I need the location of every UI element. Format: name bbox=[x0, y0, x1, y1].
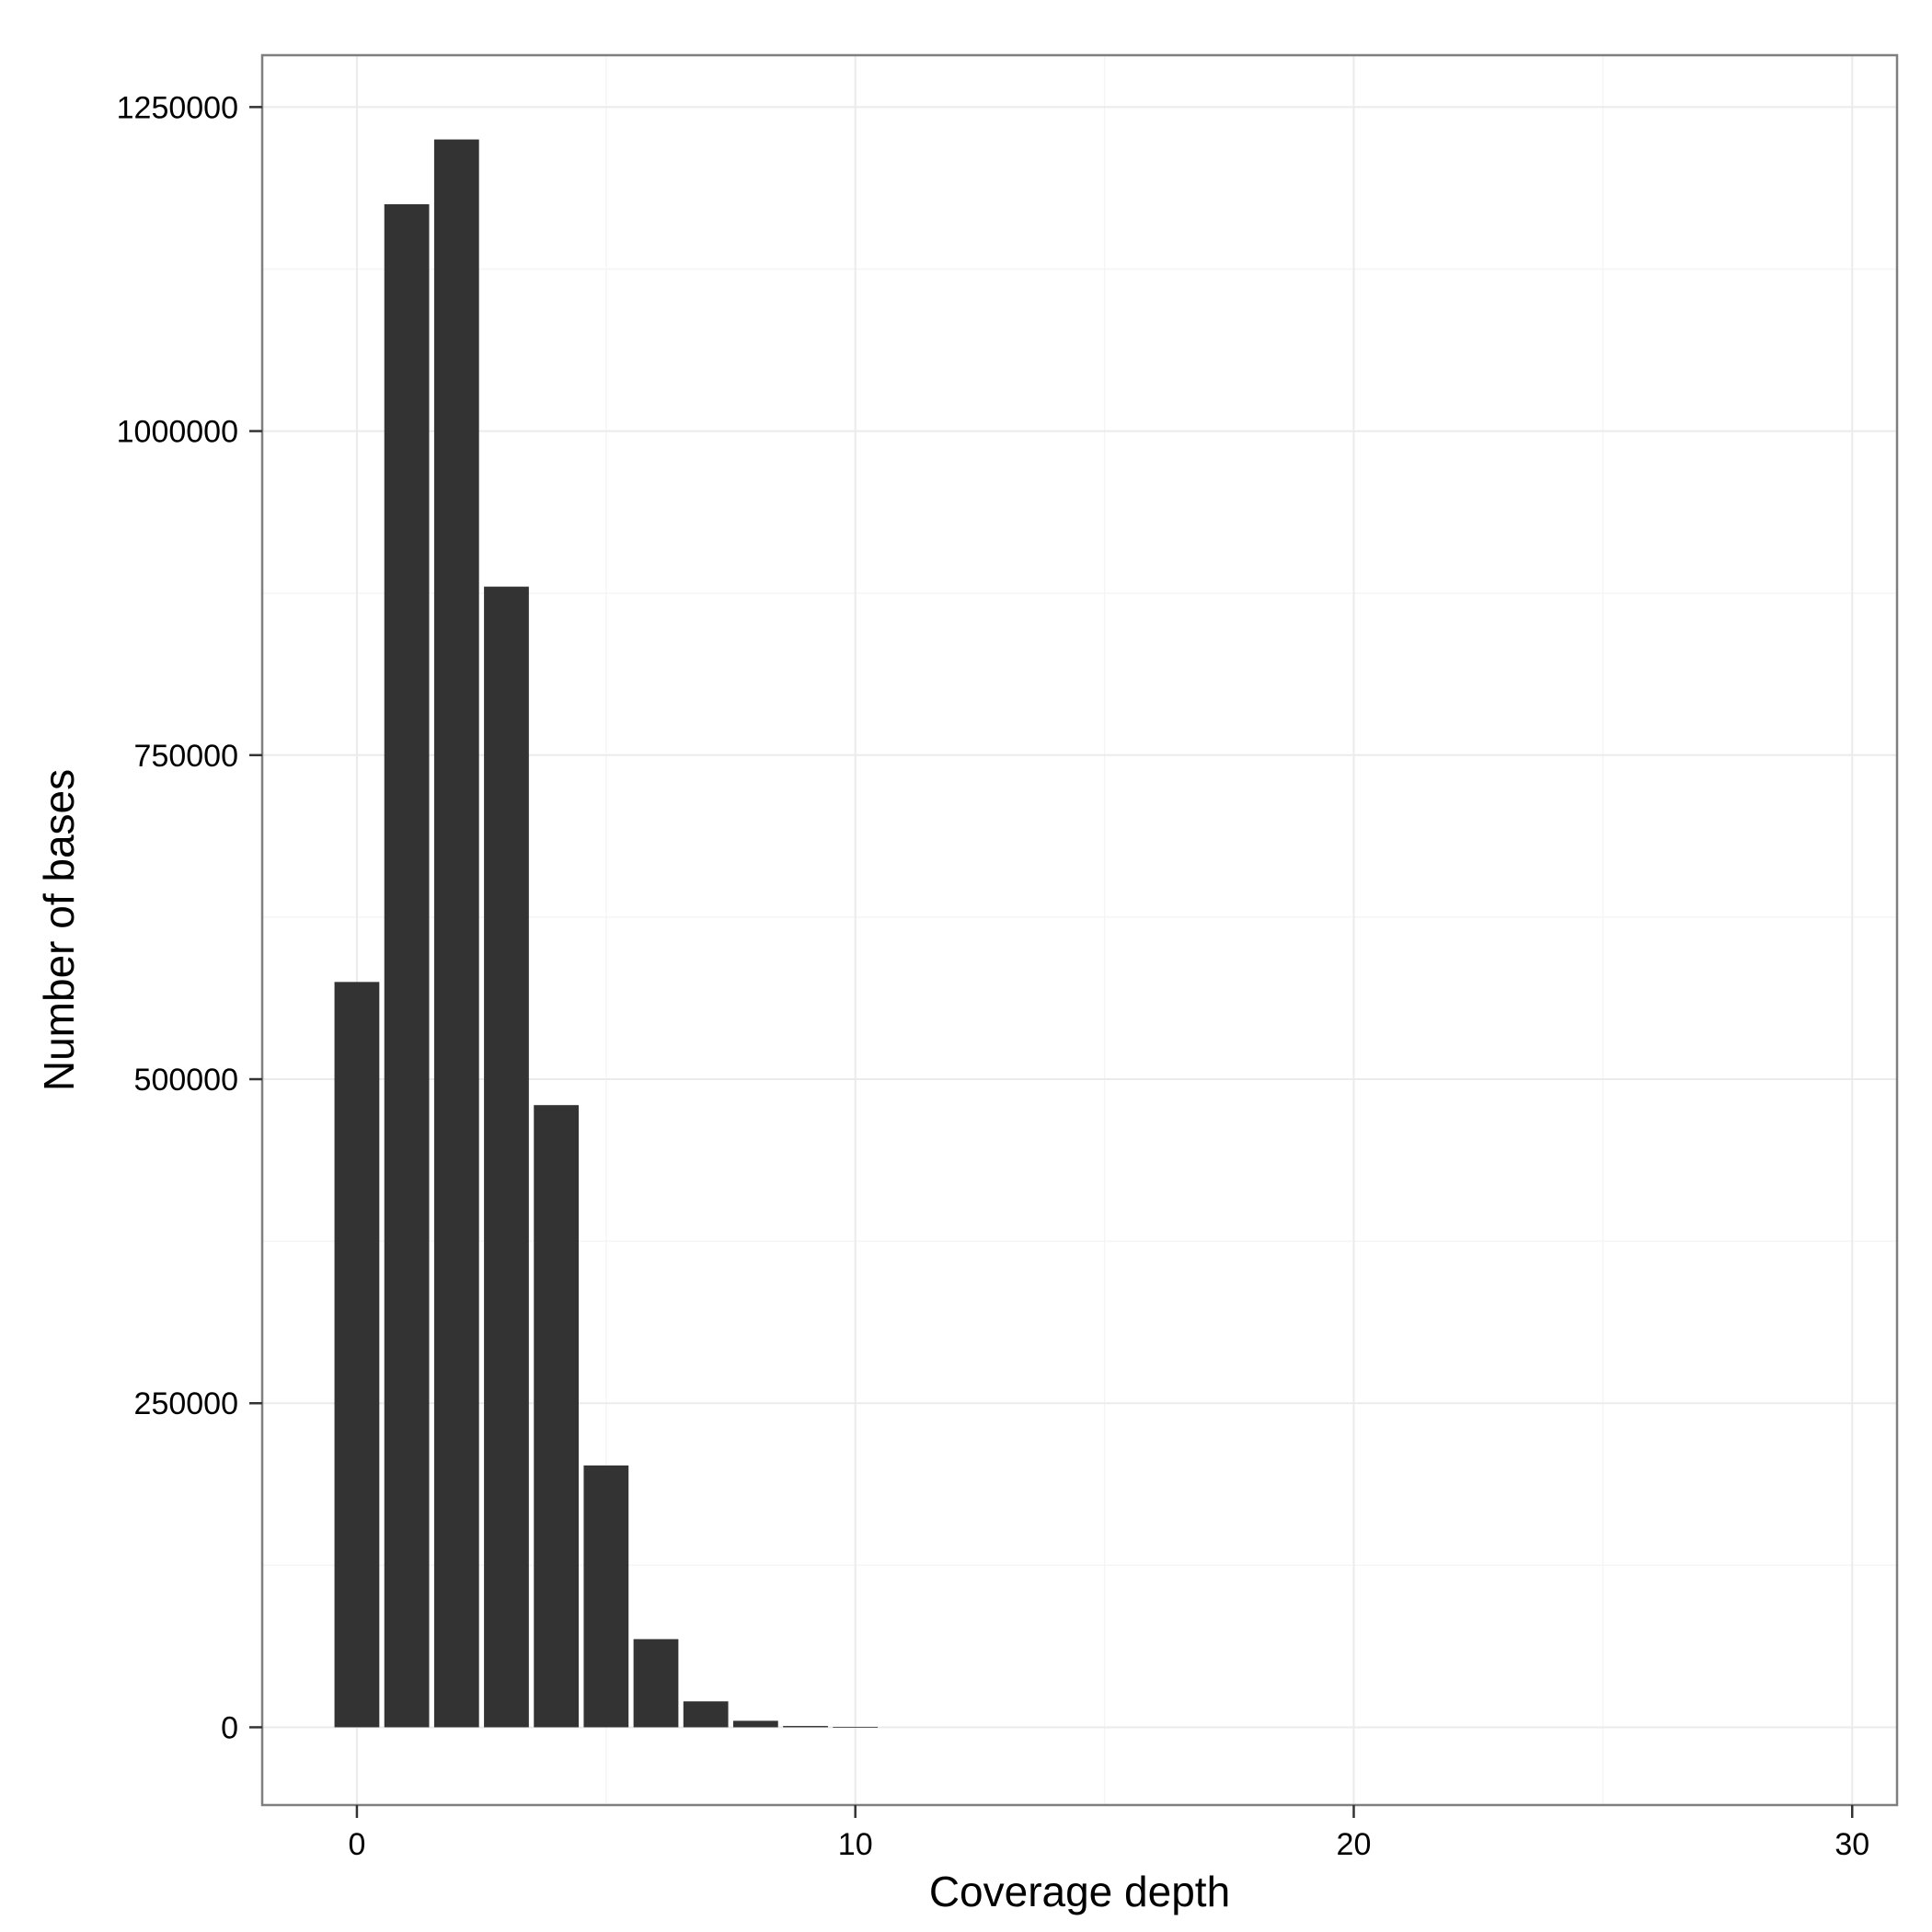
x-tick-label: 30 bbox=[1834, 1827, 1869, 1862]
bar bbox=[732, 1720, 778, 1728]
bar bbox=[683, 1701, 729, 1728]
bar bbox=[433, 139, 479, 1728]
y-tick-label: 250000 bbox=[134, 1386, 238, 1421]
y-tick-label: 750000 bbox=[134, 739, 238, 774]
bar bbox=[833, 1727, 879, 1728]
y-tick-label: 1000000 bbox=[117, 415, 238, 450]
bar bbox=[534, 1105, 580, 1728]
bars bbox=[334, 139, 879, 1728]
x-tick-label: 0 bbox=[348, 1827, 365, 1862]
x-tick-label: 10 bbox=[838, 1827, 873, 1862]
panel-border bbox=[260, 53, 1899, 1807]
bar bbox=[783, 1726, 828, 1728]
x-axis-title: Coverage depth bbox=[929, 1868, 1230, 1915]
major-gridlines bbox=[262, 55, 1897, 1805]
x-tick-label: 20 bbox=[1337, 1827, 1372, 1862]
bar bbox=[334, 982, 380, 1728]
y-axis-title: Number of bases bbox=[35, 769, 83, 1091]
bar bbox=[384, 204, 430, 1728]
y-axis: 0 250000 500000 750000 1000000 1250000 bbox=[117, 90, 262, 1745]
y-tick-label: 0 bbox=[221, 1710, 238, 1745]
bar bbox=[484, 586, 529, 1728]
x-axis: 0 10 20 30 bbox=[348, 1805, 1869, 1862]
bar bbox=[633, 1639, 679, 1728]
bar bbox=[583, 1465, 629, 1728]
y-tick-label: 1250000 bbox=[117, 90, 238, 125]
y-tick-label: 500000 bbox=[134, 1063, 238, 1098]
